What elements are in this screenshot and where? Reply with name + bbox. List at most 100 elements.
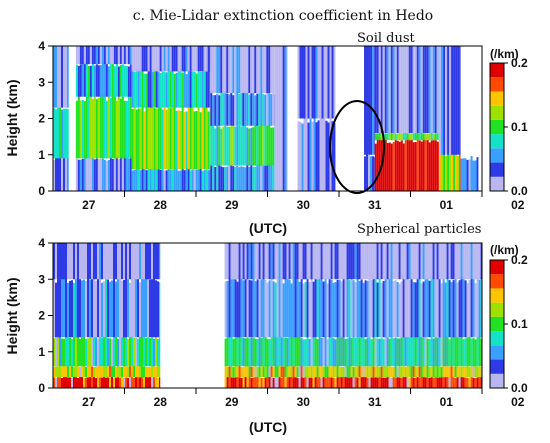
heatmap-cell <box>434 140 437 191</box>
heatmap-cell <box>127 366 129 378</box>
heatmap-cell <box>232 243 235 280</box>
heatmap-cell <box>147 69 150 108</box>
heatmap-cell <box>216 165 219 191</box>
heatmap-cell <box>89 65 92 97</box>
heatmap-layer <box>53 243 161 280</box>
heatmap-cell <box>422 243 425 280</box>
heatmap-cell <box>65 108 67 159</box>
heatmap-cell <box>197 169 200 191</box>
heatmap-cell <box>282 243 285 280</box>
heatmap-cell <box>364 243 367 280</box>
heatmap-cell <box>444 243 447 280</box>
heatmap-cell <box>67 158 69 191</box>
heatmap-cell <box>460 158 463 191</box>
heatmap-cell <box>386 133 389 141</box>
heatmap-cell <box>119 98 122 159</box>
heatmap-cell <box>87 65 90 97</box>
heatmap-cell <box>258 164 261 191</box>
heatmap-cell <box>209 46 211 72</box>
heatmap-cell <box>248 94 251 126</box>
heatmap-cell <box>65 376 67 388</box>
heatmap-cell <box>396 282 399 338</box>
heatmap-cell <box>274 335 277 367</box>
heatmap-cell <box>378 276 381 338</box>
heatmap-cell <box>260 377 263 388</box>
heatmap-cell <box>117 276 119 338</box>
heatmap-cell <box>298 336 301 367</box>
heatmap-cell <box>171 46 174 72</box>
heatmap-cell <box>99 65 102 97</box>
heatmap-cell <box>250 93 253 126</box>
heatmap-cell <box>333 46 336 119</box>
heatmap-cell <box>61 46 63 108</box>
heatmap-cell <box>145 73 148 108</box>
heatmap-cell <box>159 106 162 170</box>
heatmap-cell <box>83 156 86 191</box>
heatmap-cell <box>384 46 387 133</box>
heatmap-cell <box>364 280 367 338</box>
heatmap-cell <box>75 158 78 191</box>
heatmap-cell <box>388 132 391 141</box>
heatmap-cells <box>53 243 482 388</box>
heatmap-cell <box>107 366 109 378</box>
heatmap-cell <box>212 163 215 191</box>
heatmap-cell <box>458 280 461 338</box>
heatmap-cell <box>372 243 375 280</box>
heatmap-cell <box>69 337 71 367</box>
y-tick-label: 1 <box>38 345 45 359</box>
heatmap-cell <box>392 141 395 191</box>
heatmap-cell <box>258 243 261 280</box>
heatmap-cell <box>85 367 87 378</box>
heatmap-cell <box>246 365 249 378</box>
heatmap-cell <box>368 243 371 280</box>
heatmap-cell <box>262 243 265 280</box>
heatmap-cell <box>107 377 109 388</box>
heatmap-cell <box>270 94 273 126</box>
heatmap-cell <box>352 366 355 378</box>
heatmap-cell <box>398 338 401 367</box>
colorbar-swatch <box>490 105 504 120</box>
heatmap-cell <box>418 277 421 338</box>
heatmap-cell <box>410 277 413 338</box>
heatmap-cell <box>153 243 155 280</box>
colorbar-swatch <box>490 359 504 374</box>
heatmap-cell <box>224 46 227 94</box>
colorbar-tick-label: 0.2 <box>511 56 528 70</box>
heatmap-cell <box>302 243 305 280</box>
heatmap-cell <box>358 377 361 388</box>
heatmap-cell <box>244 167 247 191</box>
heatmap-cell <box>87 96 90 159</box>
heatmap-cell <box>236 125 239 166</box>
heatmap-cell <box>432 243 435 280</box>
heatmap-cell <box>296 366 299 378</box>
heatmap-cell <box>364 366 367 378</box>
colorbar-tick-label: 0.1 <box>511 317 528 331</box>
heatmap-cell <box>123 65 126 97</box>
heatmap-cell <box>382 339 385 367</box>
heatmap-cell <box>121 280 123 338</box>
heatmap-cell <box>321 117 324 191</box>
x-tick-label: 27 <box>82 198 96 212</box>
heatmap-cell <box>123 243 125 280</box>
heatmap-cell <box>404 243 407 280</box>
heatmap-cell <box>205 71 208 108</box>
heatmap-cell <box>280 277 283 338</box>
heatmap-cell <box>366 337 369 367</box>
heatmap-cell <box>316 366 319 378</box>
heatmap-cell <box>476 377 479 388</box>
heatmap-cell <box>139 46 142 72</box>
heatmap-cell <box>250 337 253 367</box>
heatmap-cell <box>240 367 243 378</box>
heatmap-cell <box>478 279 481 338</box>
heatmap-cell <box>185 111 188 170</box>
heatmap-cell <box>125 100 128 159</box>
heatmap-cell <box>374 46 377 133</box>
heatmap-cell <box>470 365 473 378</box>
heatmap-cell <box>123 377 125 388</box>
heatmap-cell <box>312 366 315 378</box>
heatmap-cell <box>93 243 95 280</box>
heatmap-cell <box>316 279 319 338</box>
heatmap-cell <box>456 243 459 280</box>
heatmap-cell <box>388 243 391 280</box>
heatmap-cell <box>424 377 427 388</box>
